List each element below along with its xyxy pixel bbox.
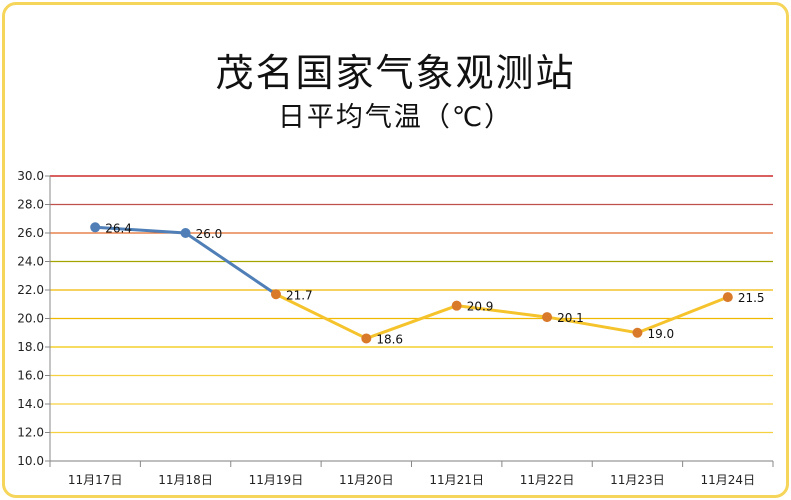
y-tick-label-2: 14.0 — [17, 397, 44, 411]
x-tick-label-6: 11月23日 — [610, 473, 665, 487]
data-point-1 — [180, 228, 191, 238]
data-points — [90, 222, 733, 344]
data-point-3 — [361, 333, 372, 344]
data-labels: 26.4 26.0 21.7 18.6 20.9 20.1 19.0 21.5 — [105, 221, 764, 346]
x-tick-label-1: 11月18日 — [158, 473, 213, 487]
data-point-6 — [632, 327, 643, 338]
y-tick-label-3: 16.0 — [17, 369, 44, 383]
data-point-7 — [722, 292, 733, 303]
data-point-0 — [90, 222, 101, 233]
x-tick-label-3: 11月20日 — [339, 473, 394, 487]
x-tick-label-4: 11月21日 — [429, 473, 484, 487]
data-point-5 — [542, 312, 553, 323]
y-tick-label-10: 30.0 — [17, 169, 44, 183]
data-label-0: 26.4 — [105, 221, 132, 235]
data-point-4 — [451, 300, 462, 311]
data-label-6: 19.0 — [647, 327, 674, 341]
data-label-4: 20.9 — [467, 300, 494, 314]
y-tick-label-6: 22.0 — [17, 283, 44, 297]
x-tick-label-2: 11月19日 — [249, 473, 304, 487]
data-label-2: 21.7 — [286, 288, 313, 302]
y-tick-label-7: 24.0 — [17, 255, 44, 269]
y-tick-label-9: 28.0 — [17, 198, 44, 212]
y-tick-label-1: 12.0 — [17, 426, 44, 440]
grid-lines — [50, 175, 773, 462]
data-label-7: 21.5 — [738, 291, 765, 305]
y-tick-label-5: 20.0 — [17, 312, 44, 326]
y-tick-label-0: 10.0 — [17, 454, 44, 468]
x-axis: 11月17日 11月18日 11月19日 11月20日 11月21日 11月22日 11月2… — [49, 461, 774, 487]
data-point-2 — [270, 289, 281, 300]
series-lines — [95, 225, 729, 340]
x-tick-label-5: 11月22日 — [520, 473, 575, 487]
chart-subtitle: 日平均气温（℃） — [277, 102, 514, 133]
y-axis: 10.0 12.0 14.0 16.0 18.0 20.0 22.0 24.0 26.0 28.0… — [17, 169, 51, 468]
data-label-3: 18.6 — [376, 332, 403, 346]
chart-title: 茂名国家气象观测站 — [215, 51, 576, 95]
data-label-1: 26.0 — [196, 227, 223, 241]
data-label-5: 20.1 — [557, 311, 584, 325]
y-tick-label-4: 18.0 — [17, 340, 44, 354]
x-tick-label-7: 11月24日 — [701, 473, 756, 487]
x-tick-label-0: 11月17日 — [68, 473, 123, 487]
series-line-forecast — [275, 292, 729, 340]
y-tick-label-8: 26.0 — [17, 226, 44, 240]
